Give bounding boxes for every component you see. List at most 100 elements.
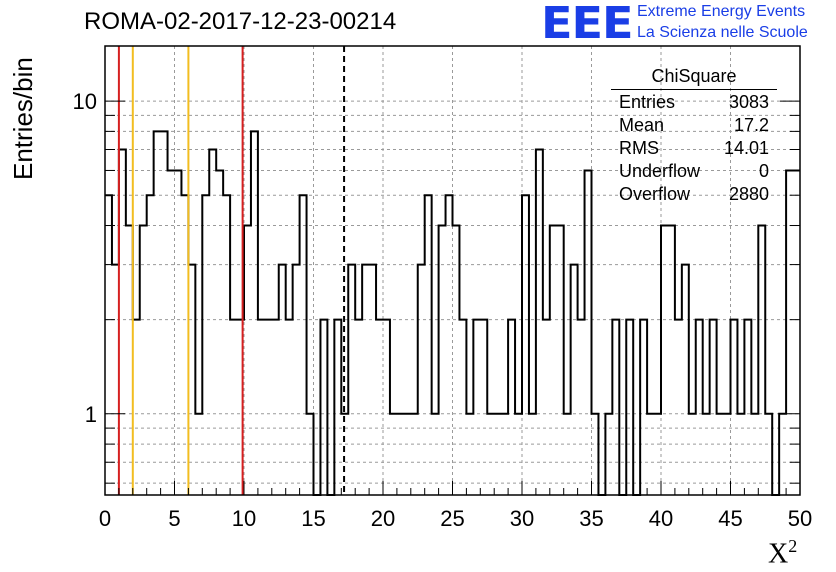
histogram-bin [286,320,293,495]
x-tick-label: 30 [510,506,534,531]
histogram-bin [501,414,508,495]
histogram-bin [682,265,689,495]
logo-line-1: Extreme Energy Events [637,3,806,20]
stats-label: Underflow [619,161,701,181]
histogram-bin [779,414,786,495]
x-tick-label: 40 [649,506,673,531]
stats-value: 3083 [728,92,769,112]
histogram-bin [362,265,369,495]
histogram-bin [473,320,480,495]
histogram-bin [251,131,258,495]
histogram-bin [689,414,696,495]
histogram-series [105,130,800,496]
histogram-bin [758,226,765,495]
histogram-bin [453,226,460,495]
x-tick-label: 0 [99,506,111,531]
histogram-bin [571,265,578,495]
histogram-bin [369,265,376,495]
x-tick-label: 15 [301,506,325,531]
x-axis-label-base: X [768,538,789,570]
histogram-bin [105,195,112,495]
histogram-bin [751,414,758,495]
histogram-bin [209,150,216,495]
histogram-bin [786,170,793,495]
stats-row-overflow: Overflow 2880 [611,183,777,206]
histogram-bin [425,195,432,495]
histogram-bin [793,170,800,495]
histogram-bin [731,320,738,495]
histogram-bin [147,195,154,495]
x-axis-label: X2 [768,536,797,570]
histogram-bin [626,320,633,495]
y-axis-label: Entries/bin [8,57,38,180]
histogram-bin [293,265,300,495]
stats-row-entries: Entries 3083 [611,91,777,114]
eee-logo: EEE [541,0,634,49]
histogram-bin [202,195,209,495]
histogram-bin [480,320,487,495]
histogram-bin [710,320,717,495]
histogram-bin [647,414,654,495]
histogram-bin [181,195,188,495]
x-tick-label: 5 [168,506,180,531]
x-tick-label: 25 [440,506,464,531]
histogram-bin [640,320,647,495]
histogram-bin [216,170,223,495]
stats-label: Overflow [619,184,691,204]
stats-value: 0 [758,161,769,181]
histogram-bin [230,320,237,495]
histogram-bin [432,414,439,495]
histogram-bin [307,414,314,495]
histogram-bin [188,265,195,495]
histogram-bin [536,150,543,495]
histogram-bin [279,265,286,495]
histogram-bin [466,414,473,495]
histogram-bin [119,150,126,495]
histogram-bin [140,226,147,495]
x-tick-label: 35 [579,506,603,531]
histogram-bin [446,195,453,495]
histogram-bin [605,414,612,495]
y-tick-label: 10 [73,89,97,114]
grid-lines [105,46,800,495]
histogram-bin [341,414,348,495]
histogram-bin [390,414,397,495]
stats-box: ChiSquare Entries 3083 Mean 17.2 RMS 14.01 … [611,66,777,206]
histogram-bin [737,414,744,495]
x-axis-label-superscript: 2 [788,536,798,556]
histogram-bin [529,414,536,495]
histogram-bin [404,414,411,495]
histogram-bin [661,226,668,495]
stats-row-underflow: Underflow 0 [611,160,777,183]
histogram-bin [703,414,710,495]
histogram-bin [258,320,265,495]
stats-value: 17.2 [733,115,769,135]
histogram-bin [418,265,425,495]
histogram-bin [175,170,182,495]
histogram-bin [612,320,619,495]
histogram-bin [161,131,168,495]
histogram-bin [272,320,279,495]
histogram-bin [765,414,772,495]
histogram-bin [585,170,592,495]
histogram-bin [459,320,466,495]
histogram-bin [112,265,119,495]
logo-line-2: La Scienza nelle Scuole [637,24,808,41]
histogram-bin [654,414,661,495]
stats-label: Mean [619,115,665,135]
stats-label: RMS [619,138,659,158]
histogram-bin [348,265,355,495]
histogram-bin [564,414,571,495]
histogram-bin [515,414,522,495]
histogram-bin [244,226,251,495]
x-tick-label: 45 [718,506,742,531]
x-tick-label: 10 [232,506,256,531]
histogram-bin [411,414,418,495]
x-tick-label: 50 [788,506,812,531]
histogram-bin [550,226,557,495]
histogram-bin [300,195,307,495]
stats-label: Entries [619,92,676,112]
histogram-bin [126,226,133,495]
histogram-bin [383,320,390,495]
